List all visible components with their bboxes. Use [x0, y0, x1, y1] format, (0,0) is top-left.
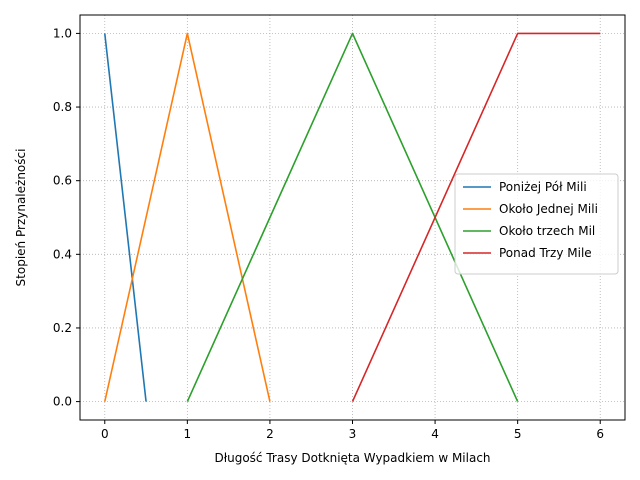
legend: Poniżej Pół Mili Około Jednej Mili Około t… [454, 173, 619, 275]
legend-label-1: Poniżej Pół Mili [499, 180, 587, 194]
series-line-1 [103, 33, 147, 402]
series-line-4 [351, 32, 601, 402]
x-axis-ticks: 0 1 2 3 4 5 6 [101, 420, 604, 441]
x-tick-label: 4 [431, 427, 439, 441]
y-tick-label: 1.0 [53, 26, 72, 40]
x-tick-label: 6 [596, 427, 604, 441]
x-tick-label: 2 [266, 427, 274, 441]
x-tick-label: 0 [101, 427, 109, 441]
legend-label-2: Około Jednej Mili [499, 202, 598, 216]
legend-label-4: Ponad Trzy Mile [499, 246, 592, 260]
y-tick-label: 0.8 [53, 100, 72, 114]
y-axis-title: Stopień Przynależności [14, 149, 28, 287]
x-tick-label: 1 [184, 427, 192, 441]
y-tick-label: 0.4 [53, 247, 72, 261]
legend-box [454, 173, 619, 275]
series-lines [103, 32, 601, 402]
series-line-3 [186, 32, 519, 402]
legend-label-3: Około trzech Mil [499, 224, 595, 238]
x-axis-title: Długość Trasy Dotknięta Wypadkiem w Mila… [214, 451, 490, 465]
y-tick-label: 0.2 [53, 321, 72, 335]
y-tick-label: 0.6 [53, 174, 72, 188]
y-tick-label: 0.0 [53, 395, 72, 409]
y-axis-ticks: 0.0 0.2 0.4 0.6 0.8 1.0 [53, 26, 80, 409]
x-tick-label: 3 [349, 427, 357, 441]
x-tick-label: 5 [514, 427, 522, 441]
